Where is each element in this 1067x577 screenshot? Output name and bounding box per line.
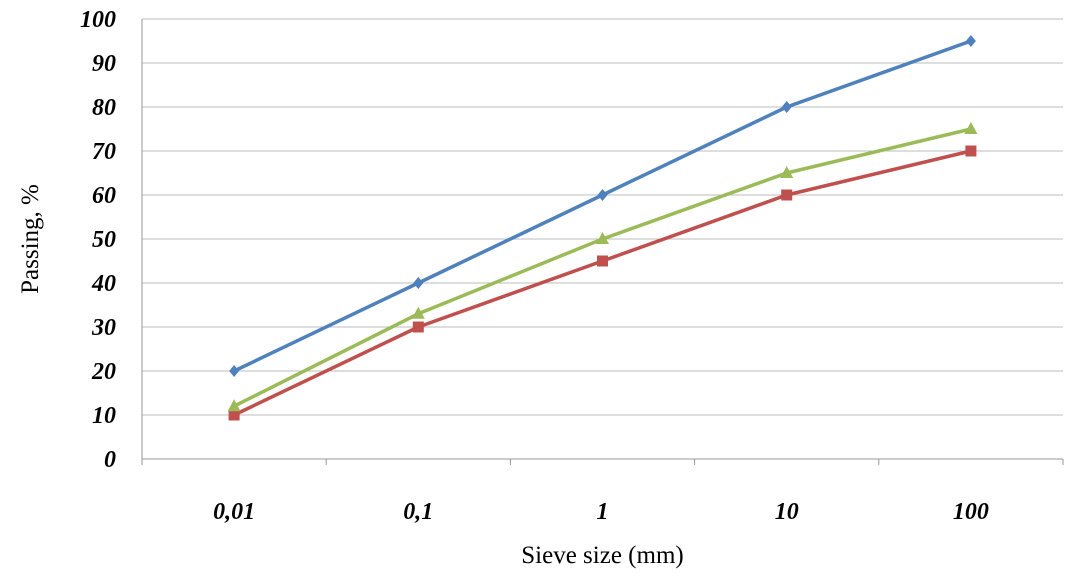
x-tick-label-4: 100 [953,499,989,525]
series-2-point-1 [411,306,425,319]
x-tick-label-1: 0,1 [403,499,433,525]
y-tick-label-50: 50 [92,227,116,253]
series-2-point-3 [780,166,794,178]
x-axis-ticks: 0,01 0,1 1 10 100 [213,499,989,525]
x-tick-label-3: 10 [775,499,799,525]
series-1-point-3 [781,189,793,201]
series-0-point-1 [413,277,424,289]
y-tick-label-60: 60 [92,183,116,209]
series-0-point-4 [965,35,976,47]
data-series [227,35,978,421]
x-tick-label-0: 0,01 [213,499,255,525]
series-2-line [232,127,973,408]
y-tick-label-30: 30 [91,315,116,341]
y-axis-title: Passing, % [17,184,44,294]
series-0-point-2 [597,189,608,201]
y-axis-ticks: 0 10 20 30 40 50 60 70 80 90 100 [80,7,116,473]
series-1-point-2 [597,255,608,267]
y-tick-label-40: 40 [91,271,116,297]
x-tick-label-2: 1 [597,499,609,525]
series-2-point-0 [227,399,241,412]
y-tick-label-20: 20 [91,359,116,385]
y-tick-label-10: 10 [92,403,116,429]
series-2-point-4 [964,122,978,134]
series-0-point-3 [781,101,792,113]
y-tick-label-70: 70 [92,139,116,165]
grid-lines [142,18,1063,416]
y-tick-label-80: 80 [92,95,116,121]
y-tick-label-0: 0 [104,447,116,473]
series-1-point-1 [412,321,424,333]
series-1-point-0 [228,409,240,421]
series-0-line [232,39,973,373]
y-tick-label-100: 100 [80,7,116,33]
series-1-point-4 [965,145,977,157]
y-tick-label-90: 90 [92,51,116,77]
axes [141,19,1064,465]
series-2-point-2 [596,232,609,244]
x-axis-title: Sieve size (mm) [521,542,683,569]
series-0-point-0 [229,365,240,377]
